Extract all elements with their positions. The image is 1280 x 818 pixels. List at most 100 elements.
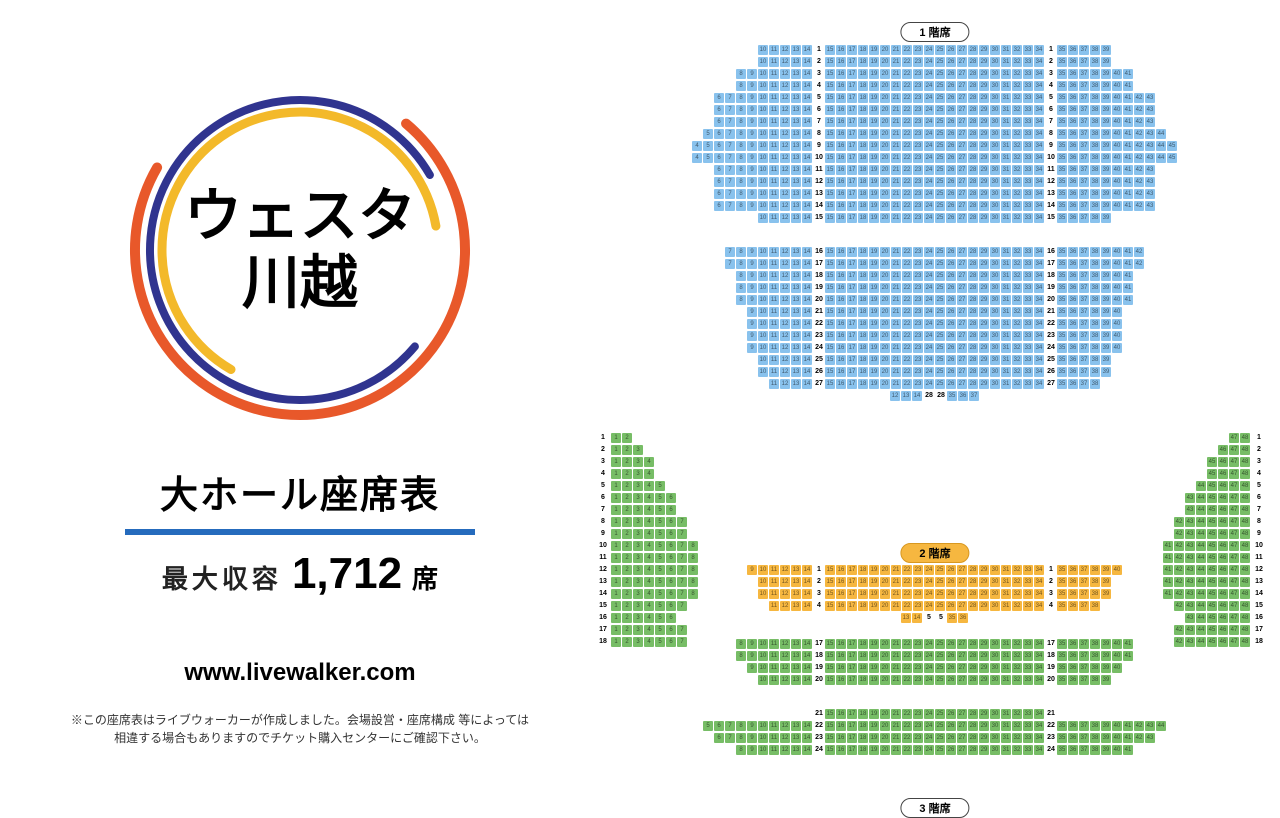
seat: 32 <box>1012 213 1022 223</box>
seat: 17 <box>847 639 857 649</box>
seat: 26 <box>946 271 956 281</box>
seat: 37 <box>1079 343 1089 353</box>
seat: 29 <box>979 105 989 115</box>
seat: 21 <box>891 733 901 743</box>
seat: 22 <box>902 283 912 293</box>
seat: 8 <box>688 577 698 587</box>
seat: 29 <box>979 165 989 175</box>
seat: 28 <box>968 295 978 305</box>
row-number: 15 <box>597 602 609 609</box>
seat: 5 <box>655 613 665 623</box>
seat: 32 <box>1012 271 1022 281</box>
seat: 29 <box>979 45 989 55</box>
seat: 28 <box>968 319 978 329</box>
seat: 14 <box>802 213 812 223</box>
seat: 13 <box>791 117 801 127</box>
seat: 12 <box>780 105 790 115</box>
seat: 10 <box>758 307 768 317</box>
row-number: 2 <box>1045 58 1057 65</box>
seat: 22 <box>902 105 912 115</box>
seat: 15 <box>825 331 835 341</box>
seat: 42 <box>1134 105 1144 115</box>
seat: 39 <box>1101 201 1111 211</box>
seat: 15 <box>825 709 835 719</box>
seat: 30 <box>990 247 1000 257</box>
row-number: 3 <box>1253 458 1265 465</box>
seat: 23 <box>913 45 923 55</box>
row-number: 7 <box>597 506 609 513</box>
seat: 14 <box>802 733 812 743</box>
seat: 35 <box>1057 343 1067 353</box>
seat: 31 <box>1001 271 1011 281</box>
row-number: 27 <box>813 380 825 387</box>
seat: 41 <box>1163 565 1173 575</box>
seat: 14 <box>802 745 812 755</box>
row-number: 15 <box>1045 214 1057 221</box>
seat: 29 <box>979 295 989 305</box>
seat: 11 <box>769 45 779 55</box>
seat: 27 <box>957 355 967 365</box>
seat: 15 <box>825 141 835 151</box>
seat: 15 <box>825 745 835 755</box>
row-number: 10 <box>1253 542 1265 549</box>
seat-row-wing: 454647483 <box>1207 456 1265 467</box>
seat: 28 <box>968 69 978 79</box>
seat: 12 <box>780 651 790 661</box>
seat: 12 <box>780 307 790 317</box>
seat: 35 <box>1057 189 1067 199</box>
seat: 11 <box>769 367 779 377</box>
seat: 15 <box>825 307 835 317</box>
seat: 37 <box>1079 177 1089 187</box>
seat: 34 <box>1034 45 1044 55</box>
seat: 14 <box>802 319 812 329</box>
row-number: 28 <box>923 392 935 399</box>
seat: 16 <box>836 379 846 389</box>
seat: 39 <box>1101 319 1111 329</box>
seat: 14 <box>802 283 812 293</box>
seat: 32 <box>1012 247 1022 257</box>
seat: 14 <box>802 45 812 55</box>
seat: 20 <box>880 141 890 151</box>
seat-row: 1011121314315161718192021222324252627282… <box>758 588 1112 599</box>
seat: 26 <box>946 709 956 719</box>
seat: 39 <box>1101 721 1111 731</box>
seat: 12 <box>780 601 790 611</box>
seat: 25 <box>935 319 945 329</box>
seat: 16 <box>836 117 846 127</box>
seat: 32 <box>1012 201 1022 211</box>
seat: 7 <box>725 105 735 115</box>
seat: 15 <box>825 189 835 199</box>
seat: 4 <box>644 553 654 563</box>
row-number: 19 <box>1045 664 1057 671</box>
seat: 10 <box>758 319 768 329</box>
seat: 48 <box>1240 541 1250 551</box>
seat: 32 <box>1012 295 1022 305</box>
seat: 15 <box>825 259 835 269</box>
seat: 19 <box>869 57 879 67</box>
seat: 46 <box>1218 637 1228 647</box>
seat: 14 <box>802 367 812 377</box>
seat: 13 <box>791 343 801 353</box>
seat: 37 <box>1079 81 1089 91</box>
seat: 26 <box>946 379 956 389</box>
seat: 18 <box>858 283 868 293</box>
seat: 47 <box>1229 445 1239 455</box>
seat: 44 <box>1156 721 1166 731</box>
seat-row-wing: 4243444546474818 <box>1174 636 1265 647</box>
seat: 11 <box>769 733 779 743</box>
seat: 7 <box>725 177 735 187</box>
seat: 19 <box>869 283 879 293</box>
seat: 20 <box>880 565 890 575</box>
seat: 25 <box>935 733 945 743</box>
seat: 29 <box>979 177 989 187</box>
seat: 12 <box>780 57 790 67</box>
seat: 5 <box>655 637 665 647</box>
seat: 41 <box>1123 105 1133 115</box>
seat: 34 <box>1034 639 1044 649</box>
seat: 19 <box>869 117 879 127</box>
seat: 20 <box>880 319 890 329</box>
seat-row: 4567891011121314915161718192021222324252… <box>692 140 1178 151</box>
seat: 23 <box>913 283 923 293</box>
seat: 43 <box>1185 541 1195 551</box>
seat: 8 <box>736 189 746 199</box>
